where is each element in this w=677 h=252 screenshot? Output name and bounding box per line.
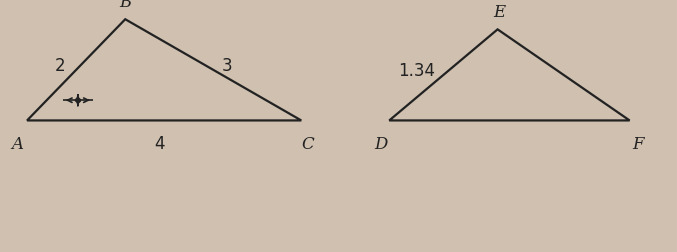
Text: A: A [11, 135, 23, 152]
Text: B: B [119, 0, 131, 11]
Text: D: D [374, 135, 387, 152]
Text: 2: 2 [54, 56, 65, 75]
Text: C: C [302, 135, 314, 152]
Text: F: F [632, 135, 643, 152]
Text: 4: 4 [154, 135, 165, 153]
Text: 1.34: 1.34 [398, 61, 435, 80]
Text: E: E [494, 4, 506, 21]
Text: 3: 3 [221, 56, 232, 75]
